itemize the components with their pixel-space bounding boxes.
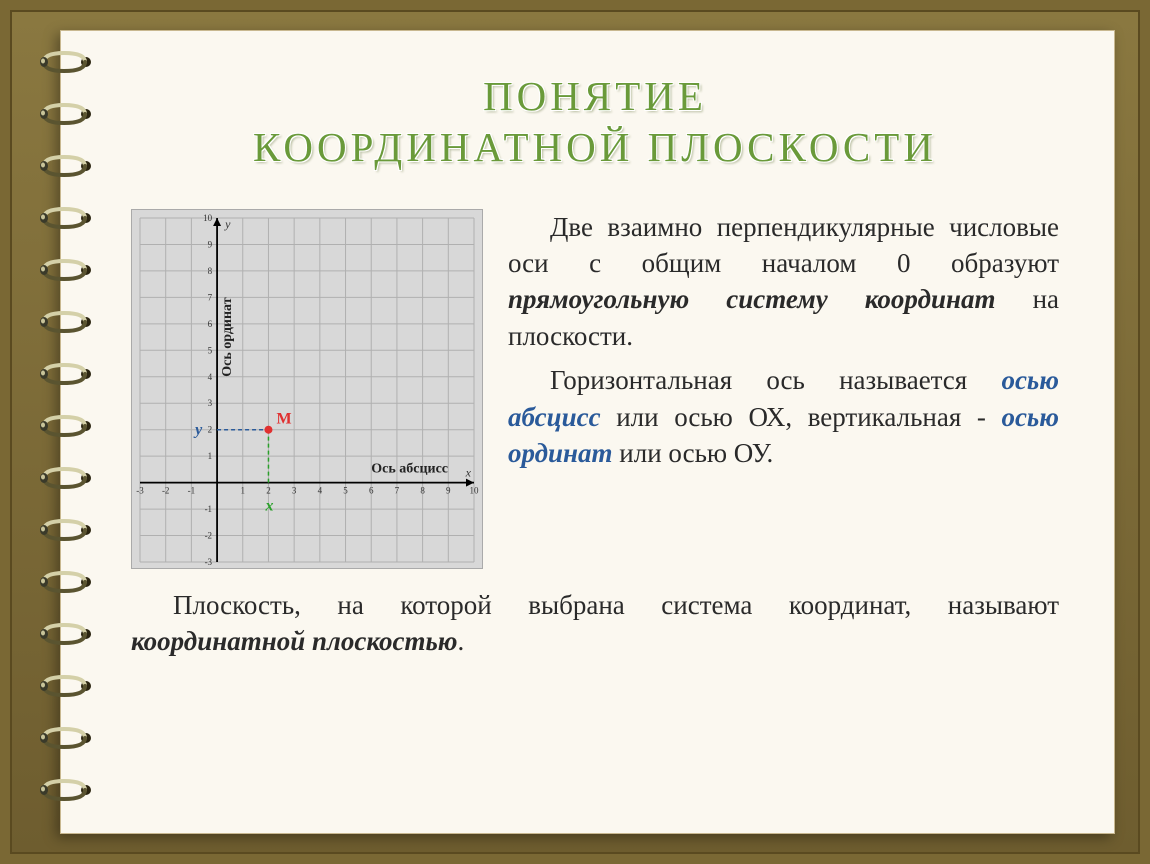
svg-text:-1: -1	[188, 485, 196, 495]
svg-text:-2: -2	[162, 485, 170, 495]
content-row: -3 -2 -1 1 2 3 4 5 6 7 8 9 10 -3 -2 -1 1 2 3 4 5 6 7 8 9 10 x y Ось …	[131, 209, 1059, 569]
svg-text:4: 4	[318, 485, 323, 495]
svg-text:7: 7	[208, 292, 213, 302]
svg-text:x: x	[264, 497, 273, 514]
svg-text:8: 8	[420, 485, 425, 495]
svg-text:M: M	[276, 410, 291, 427]
p3-emphasis: координатной плоскостью	[131, 626, 458, 656]
svg-text:6: 6	[208, 318, 213, 328]
svg-text:3: 3	[208, 398, 213, 408]
svg-text:-1: -1	[205, 504, 213, 514]
bottom-text: Плоскость, на которой выбрана система ко…	[131, 587, 1059, 660]
svg-text:y: y	[193, 421, 203, 438]
p2-post: или осью ОУ.	[613, 438, 774, 468]
svg-text:7: 7	[395, 485, 400, 495]
svg-text:2: 2	[266, 485, 271, 495]
spiral-binding	[38, 50, 93, 814]
svg-text:x: x	[465, 465, 472, 479]
svg-text:1: 1	[241, 485, 246, 495]
svg-text:9: 9	[208, 239, 213, 249]
svg-text:10: 10	[203, 213, 213, 223]
p2-pre: Горизонтальная ось называется	[550, 365, 1001, 395]
title-block: ПОНЯТИЕ КООРДИНАТНОЙ ПЛОСКОСТИ	[131, 71, 1059, 174]
svg-text:1: 1	[208, 451, 213, 461]
title-line-2: КООРДИНАТНОЙ ПЛОСКОСТИ	[131, 122, 1059, 173]
svg-text:10: 10	[470, 485, 480, 495]
p3-pre: Плоскость, на которой выбрана система ко…	[173, 590, 1059, 620]
paragraph-2: Горизонтальная ось называется осью абсци…	[508, 362, 1059, 471]
svg-text:9: 9	[446, 485, 451, 495]
svg-text:8: 8	[208, 265, 213, 275]
svg-text:Ось ординат: Ось ординат	[220, 297, 235, 376]
p3-post: .	[458, 626, 465, 656]
page: ПОНЯТИЕ КООРДИНАТНОЙ ПЛОСКОСТИ -3 -2 -1 1 2 3…	[60, 30, 1115, 834]
p2-mid: или осью ОХ, вертикальная -	[601, 402, 1002, 432]
title-line-1: ПОНЯТИЕ	[131, 71, 1059, 122]
paragraph-3: Плоскость, на которой выбрана система ко…	[131, 587, 1059, 660]
text-column: Две взаимно перпендикулярные числовые ос…	[508, 209, 1059, 480]
svg-text:5: 5	[343, 485, 348, 495]
svg-text:4: 4	[208, 371, 213, 381]
svg-text:Ось абсцисс: Ось абсцисс	[371, 461, 448, 476]
p1-emphasis: прямоугольную систему координат	[508, 284, 995, 314]
coordinate-plane-chart: -3 -2 -1 1 2 3 4 5 6 7 8 9 10 -3 -2 -1 1 2 3 4 5 6 7 8 9 10 x y Ось …	[131, 209, 483, 569]
svg-text:-2: -2	[205, 530, 213, 540]
svg-text:3: 3	[292, 485, 297, 495]
svg-text:6: 6	[369, 485, 374, 495]
svg-text:-3: -3	[205, 557, 213, 567]
paragraph-1: Две взаимно перпендикулярные числовые ос…	[508, 209, 1059, 355]
p1-pre: Две взаимно перпендикулярные числовые ос…	[508, 212, 1059, 278]
svg-text:-3: -3	[136, 485, 144, 495]
svg-text:y: y	[224, 217, 231, 231]
svg-text:5: 5	[208, 345, 213, 355]
chart-svg: -3 -2 -1 1 2 3 4 5 6 7 8 9 10 -3 -2 -1 1 2 3 4 5 6 7 8 9 10 x y Ось …	[132, 210, 482, 570]
svg-text:2: 2	[208, 424, 213, 434]
